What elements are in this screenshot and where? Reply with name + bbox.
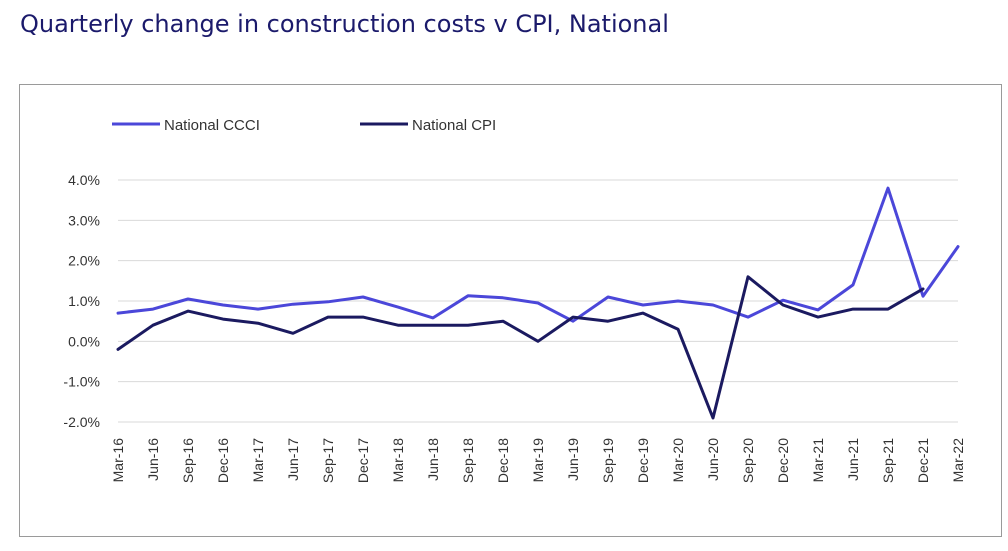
x-tick-label: Mar-21 [810,438,826,483]
legend-label: National CPI [412,117,496,134]
x-tick-label: Dec-18 [495,438,511,483]
x-tick-label: Dec-19 [635,438,651,483]
x-axis-ticks: Mar-16 Jun-16 Sep-16 Dec-16 Mar-17 Jun-17 Sep-… [110,438,966,483]
x-tick-label: Sep-18 [460,438,476,483]
x-tick-label: Jun-16 [145,438,161,481]
x-tick-label: Sep-21 [880,438,896,483]
x-tick-label: Jun-21 [845,438,861,481]
y-tick-label: 3.0% [68,212,100,228]
y-tick-label: 0.0% [68,333,100,349]
legend-label: National CCCI [164,117,260,134]
y-axis-ticks: 4.0% 3.0% 2.0% 1.0% 0.0% -1.0% -2.0% [63,172,100,430]
legend: National CCCI National CPI [112,117,496,134]
x-tick-label: Mar-19 [530,438,546,483]
x-tick-label: Sep-17 [320,438,336,483]
y-tick-label: 2.0% [68,253,100,269]
x-tick-label: Sep-16 [180,438,196,483]
x-tick-label: Mar-17 [250,438,266,483]
x-tick-label: Mar-20 [670,438,686,483]
chart-frame [19,84,1002,537]
x-tick-label: Dec-20 [775,438,791,483]
y-tick-label: 1.0% [68,293,100,309]
x-tick-label: Jun-17 [285,438,301,481]
y-tick-label: -2.0% [63,414,100,430]
chart-title: Quarterly change in construction costs v… [20,10,669,38]
x-tick-label: Sep-20 [740,438,756,483]
x-tick-label: Jun-20 [705,438,721,481]
y-tick-label: -1.0% [63,374,100,390]
x-tick-label: Dec-21 [915,438,931,483]
y-tick-label: 4.0% [68,172,100,188]
series-line-national-ccci [116,186,960,323]
series-lines [116,186,960,420]
series-line-national-cpi [116,275,925,420]
x-tick-label: Jun-18 [425,438,441,481]
x-tick-label: Dec-16 [215,438,231,483]
x-tick-label: Mar-22 [950,438,966,483]
x-tick-label: Mar-18 [390,438,406,483]
x-tick-label: Mar-16 [110,438,126,483]
x-tick-label: Jun-19 [565,438,581,481]
x-tick-label: Dec-17 [355,438,371,483]
x-tick-label: Sep-19 [600,438,616,483]
